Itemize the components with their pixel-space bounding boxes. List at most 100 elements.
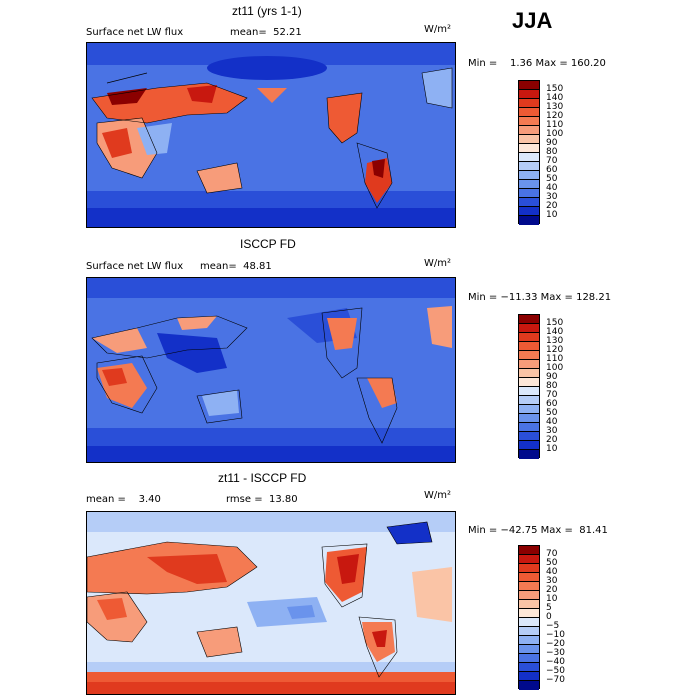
panel2-tick: 120 bbox=[546, 345, 564, 355]
panel1-swatch bbox=[519, 207, 539, 216]
panel1-swatch bbox=[519, 162, 539, 171]
panel3-tick: 10 bbox=[546, 594, 558, 604]
panel3-swatch bbox=[519, 636, 539, 645]
panel1-swatch bbox=[519, 117, 539, 126]
panel3-rmse: rmse = 13.80 bbox=[226, 494, 298, 505]
panel3-mean: mean = 3.40 bbox=[86, 494, 161, 505]
panel3-swatch bbox=[519, 618, 539, 627]
panel2-swatch bbox=[519, 441, 539, 450]
panel1-swatch bbox=[519, 90, 539, 99]
panel2-swatch bbox=[519, 351, 539, 360]
panel1-minmax: Min = 1.36 Max = 160.20 bbox=[468, 58, 606, 69]
panel1-tick: 110 bbox=[546, 120, 564, 130]
panel3-tick: −5 bbox=[546, 621, 560, 631]
panel2-tick: 80 bbox=[546, 381, 558, 391]
panel1-swatch bbox=[519, 81, 539, 90]
panel1-tick: 150 bbox=[546, 84, 564, 94]
panel1-tick: 30 bbox=[546, 192, 558, 202]
panel1-tick: 120 bbox=[546, 111, 564, 121]
panel1-swatch bbox=[519, 189, 539, 198]
panel3-tick: −50 bbox=[546, 666, 565, 676]
panel2-mean: mean= 48.81 bbox=[200, 261, 272, 272]
panel3-swatch bbox=[519, 600, 539, 609]
panel2-tick: 20 bbox=[546, 435, 558, 445]
panel3-swatch bbox=[519, 672, 539, 681]
panel2-tick: 40 bbox=[546, 417, 558, 427]
panel1-tick: 10 bbox=[546, 210, 558, 220]
panel1-swatch bbox=[519, 99, 539, 108]
panel2-tick: 90 bbox=[546, 372, 558, 382]
panel1-swatch bbox=[519, 198, 539, 207]
panel3-swatch bbox=[519, 591, 539, 600]
panel2-tick: 130 bbox=[546, 336, 564, 346]
panel2-swatch bbox=[519, 342, 539, 351]
panel3-swatch bbox=[519, 573, 539, 582]
panel2-swatch bbox=[519, 369, 539, 378]
panel3-tick: 5 bbox=[546, 603, 552, 613]
panel2-tick: 140 bbox=[546, 327, 564, 337]
panel3-swatch bbox=[519, 555, 539, 564]
panel1-tick: 20 bbox=[546, 201, 558, 211]
panel3-swatch bbox=[519, 546, 539, 555]
panel2-swatch bbox=[519, 387, 539, 396]
panel2-swatch bbox=[519, 333, 539, 342]
panel2-tick: 30 bbox=[546, 426, 558, 436]
panel1-tick: 80 bbox=[546, 147, 558, 157]
panel2-tick: 110 bbox=[546, 354, 564, 364]
panel3-map bbox=[86, 511, 456, 695]
panel3-tick: −40 bbox=[546, 657, 565, 667]
panel3-tick: 20 bbox=[546, 585, 558, 595]
panel2-swatch bbox=[519, 360, 539, 369]
panel1-swatch bbox=[519, 126, 539, 135]
panel1-colorbar bbox=[518, 80, 540, 225]
panel2-map bbox=[86, 277, 456, 463]
panel2-tick: 10 bbox=[546, 444, 558, 454]
panel3-tick: −30 bbox=[546, 648, 565, 658]
panel2-tick: 70 bbox=[546, 390, 558, 400]
panel2-tick: 100 bbox=[546, 363, 564, 373]
panel1-tick: 70 bbox=[546, 156, 558, 166]
panel3-tick: −70 bbox=[546, 675, 565, 685]
panel1-title: zt11 (yrs 1-1) bbox=[232, 4, 302, 18]
panel1-tick: 100 bbox=[546, 129, 564, 139]
panel3-title: zt11 - ISCCP FD bbox=[218, 471, 307, 485]
panel3-swatch bbox=[519, 654, 539, 663]
panel3-tick: 30 bbox=[546, 576, 558, 586]
season-label: JJA bbox=[512, 8, 553, 33]
panel2-swatch bbox=[519, 432, 539, 441]
panel1-swatch bbox=[519, 144, 539, 153]
panel1-tick: 40 bbox=[546, 183, 558, 193]
panel3-swatch bbox=[519, 564, 539, 573]
panel3-swatch bbox=[519, 681, 539, 690]
panel2-swatch bbox=[519, 396, 539, 405]
panel3-tick: 40 bbox=[546, 567, 558, 577]
panel3-tick: 0 bbox=[546, 612, 552, 622]
panel1-swatch bbox=[519, 180, 539, 189]
panel1-tick: 60 bbox=[546, 165, 558, 175]
panel2-swatch bbox=[519, 450, 539, 459]
panel1-swatch bbox=[519, 108, 539, 117]
panel3-units: W/m² bbox=[424, 490, 452, 501]
panel2-swatch bbox=[519, 324, 539, 333]
panel3-minmax: Min = −42.75 Max = 81.41 bbox=[468, 525, 608, 536]
panel1-tick: 130 bbox=[546, 102, 564, 112]
panel2-colorbar bbox=[518, 314, 540, 459]
panel2-swatch bbox=[519, 423, 539, 432]
panel2-tick: 150 bbox=[546, 318, 564, 328]
panel3-tick: 50 bbox=[546, 558, 558, 568]
panel1-tick: 90 bbox=[546, 138, 558, 148]
panel3-swatch bbox=[519, 582, 539, 591]
panel2-title: ISCCP FD bbox=[240, 237, 296, 251]
panel3-tick: −20 bbox=[546, 639, 565, 649]
panel3-colorbar bbox=[518, 545, 540, 690]
panel1-swatch bbox=[519, 153, 539, 162]
panel3-swatch bbox=[519, 645, 539, 654]
panel3-swatch bbox=[519, 663, 539, 672]
panel1-swatch bbox=[519, 216, 539, 225]
panel1-tick: 50 bbox=[546, 174, 558, 184]
panel1-tick: 140 bbox=[546, 93, 564, 103]
panel2-swatch bbox=[519, 405, 539, 414]
panel3-swatch bbox=[519, 609, 539, 618]
panel1-mean: mean= 52.21 bbox=[230, 27, 302, 38]
panel3-swatch bbox=[519, 627, 539, 636]
